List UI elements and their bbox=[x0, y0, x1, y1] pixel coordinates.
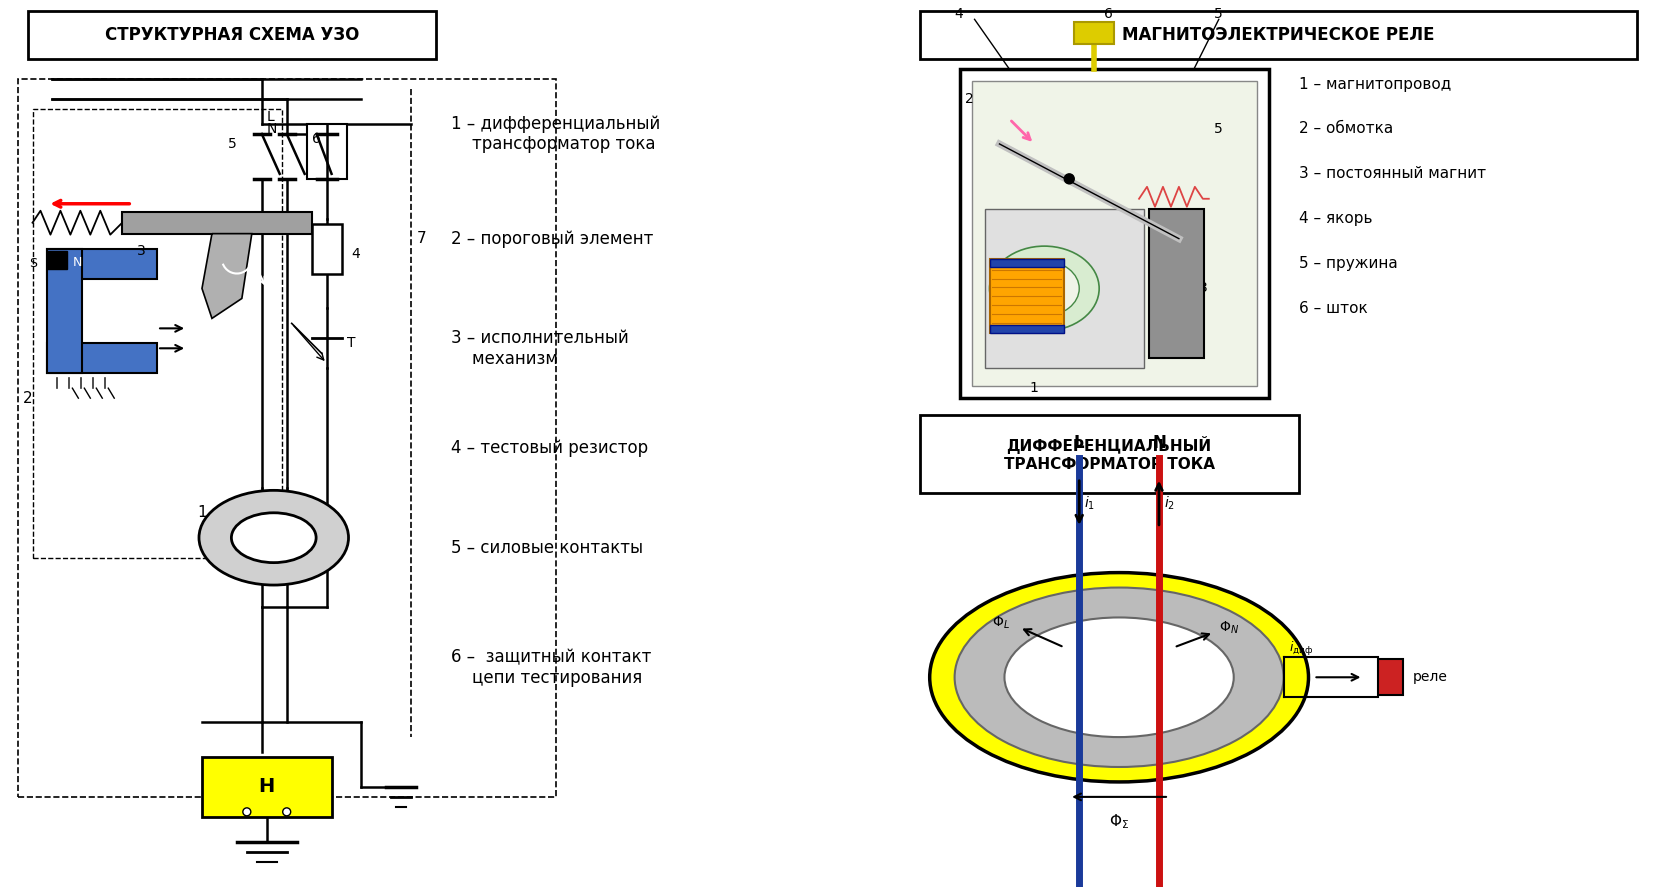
Bar bbox=[201, 757, 331, 817]
Ellipse shape bbox=[231, 512, 316, 563]
Bar bbox=[1075, 22, 1115, 44]
Text: СТРУКТУРНАЯ СХЕМА УЗО: СТРУКТУРНАЯ СХЕМА УЗО bbox=[105, 27, 359, 44]
Text: 2: 2 bbox=[23, 391, 32, 406]
Text: 3 – исполнительный
    механизм: 3 – исполнительный механизм bbox=[451, 329, 629, 368]
Text: 1 – дифференциальный
    трансформатор тока: 1 – дифференциальный трансформатор тока bbox=[451, 115, 661, 154]
Text: реле: реле bbox=[1413, 670, 1448, 685]
Bar bbox=[972, 81, 1256, 386]
Text: $i_1$: $i_1$ bbox=[1085, 494, 1095, 511]
Bar bbox=[1150, 209, 1203, 358]
Bar bbox=[920, 12, 1637, 59]
Text: 3 – постоянный магнит: 3 – постоянный магнит bbox=[1298, 166, 1486, 181]
Text: 4: 4 bbox=[955, 7, 963, 21]
Text: $\Phi_\Sigma$: $\Phi_\Sigma$ bbox=[1108, 813, 1130, 831]
Text: 5: 5 bbox=[1213, 7, 1223, 21]
Bar bbox=[960, 69, 1268, 398]
Text: 6 –  защитный контакт
    цепи тестирования: 6 – защитный контакт цепи тестирования bbox=[451, 648, 652, 686]
PathPatch shape bbox=[201, 234, 251, 319]
Ellipse shape bbox=[200, 490, 348, 585]
Bar bbox=[33, 109, 281, 558]
Text: 7: 7 bbox=[416, 231, 426, 246]
Text: $\Phi_N$: $\Phi_N$ bbox=[1218, 619, 1240, 636]
Bar bbox=[18, 79, 556, 797]
Bar bbox=[1378, 659, 1403, 695]
Text: 2: 2 bbox=[965, 92, 973, 106]
Text: 4 – тестовый резистор: 4 – тестовый резистор bbox=[451, 439, 649, 457]
Bar bbox=[48, 249, 82, 373]
Text: 5 – силовые контакты: 5 – силовые контакты bbox=[451, 539, 644, 557]
Text: S: S bbox=[1160, 327, 1168, 340]
Text: МАГНИТОЭЛЕКТРИЧЕСКОЕ РЕЛЕ: МАГНИТОЭЛЕКТРИЧЕСКОЕ РЕЛЕ bbox=[1122, 27, 1434, 44]
Text: 5 – пружина: 5 – пружина bbox=[1298, 256, 1398, 271]
Bar bbox=[48, 250, 68, 268]
Bar bbox=[48, 344, 156, 373]
Text: L: L bbox=[1073, 434, 1085, 452]
Ellipse shape bbox=[1005, 617, 1233, 737]
Text: 5: 5 bbox=[1213, 122, 1223, 136]
Text: 6: 6 bbox=[1105, 7, 1113, 21]
Text: $\Phi_L$: $\Phi_L$ bbox=[992, 614, 1010, 630]
Bar bbox=[990, 258, 1065, 266]
Bar bbox=[990, 325, 1065, 333]
Text: $i_2$: $i_2$ bbox=[1163, 494, 1175, 511]
Bar bbox=[985, 209, 1145, 369]
Text: T: T bbox=[346, 337, 354, 350]
Text: 3: 3 bbox=[136, 243, 146, 258]
Text: L: L bbox=[266, 110, 275, 124]
Text: N: N bbox=[1158, 237, 1170, 250]
Bar bbox=[121, 211, 311, 234]
Text: 1 – магнитопровод: 1 – магнитопровод bbox=[1298, 76, 1451, 91]
Ellipse shape bbox=[930, 573, 1308, 782]
Bar bbox=[48, 249, 156, 279]
Text: 4 – якорь: 4 – якорь bbox=[1298, 211, 1373, 226]
Bar bbox=[920, 415, 1298, 493]
Text: S: S bbox=[30, 257, 38, 270]
Text: H: H bbox=[258, 777, 275, 797]
Text: ДИФФЕРЕНЦИАЛЬНЫЙ
ТРАНСФОРМАТОР ТОКА: ДИФФЕРЕНЦИАЛЬНЫЙ ТРАНСФОРМАТОР ТОКА bbox=[1003, 436, 1215, 472]
Text: $i_{\mathrm{диф}}$: $i_{\mathrm{диф}}$ bbox=[1288, 640, 1313, 658]
Text: 4: 4 bbox=[351, 247, 361, 260]
Text: 2 – пороговый элемент: 2 – пороговый элемент bbox=[451, 230, 654, 248]
Circle shape bbox=[283, 808, 291, 816]
Circle shape bbox=[1065, 174, 1075, 184]
Ellipse shape bbox=[990, 246, 1100, 331]
Text: 2 – обмотка: 2 – обмотка bbox=[1298, 122, 1393, 137]
Bar bbox=[311, 224, 341, 274]
Text: 1: 1 bbox=[1030, 381, 1038, 395]
Circle shape bbox=[243, 808, 251, 816]
Text: 5: 5 bbox=[228, 137, 236, 151]
Bar bbox=[990, 258, 1065, 333]
Bar bbox=[306, 124, 346, 178]
Text: N: N bbox=[266, 122, 278, 136]
Text: 1: 1 bbox=[196, 505, 206, 520]
Ellipse shape bbox=[955, 588, 1283, 767]
Text: 3: 3 bbox=[1198, 281, 1208, 296]
Text: 6 – шток: 6 – шток bbox=[1298, 301, 1368, 316]
Text: N: N bbox=[72, 256, 82, 269]
Text: N: N bbox=[1151, 434, 1166, 452]
Bar bbox=[28, 12, 436, 59]
Ellipse shape bbox=[1010, 261, 1080, 316]
Text: 6: 6 bbox=[311, 132, 321, 146]
